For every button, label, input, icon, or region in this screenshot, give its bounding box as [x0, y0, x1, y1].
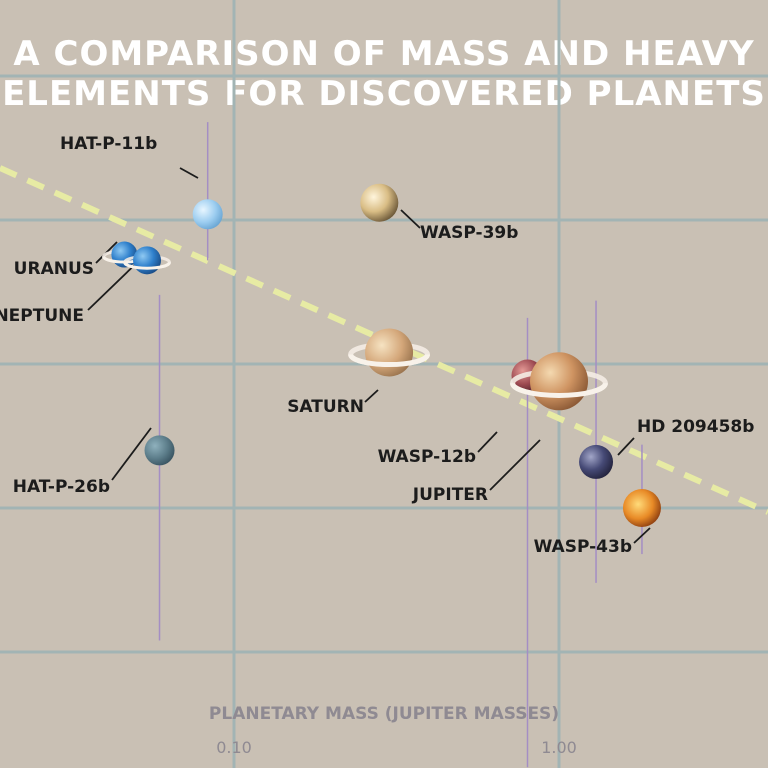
title-line-2: ELEMENTS FOR DISCOVERED PLANETS [2, 74, 766, 114]
planet-label-wasp-43b: WASP-43b [534, 537, 632, 557]
leader-line-hat-p-11b [179, 167, 199, 179]
planet-saturn-icon [348, 328, 430, 377]
label-leaders [87, 167, 651, 544]
leader-line-wasp-12b [477, 431, 498, 453]
leader-line-wasp-39b [400, 209, 421, 229]
planet-body [192, 199, 223, 230]
planet-body [360, 183, 399, 222]
planet-body [144, 435, 175, 466]
planet-body [530, 352, 588, 411]
leader-line-saturn [364, 389, 379, 403]
planet-body [365, 328, 414, 377]
x-tick-label: 1.00 [541, 738, 577, 757]
planet-label-neptune: NEPTUNE [0, 306, 84, 326]
planet-ring-front [510, 382, 608, 398]
planet-label-uranus: URANUS [14, 259, 94, 279]
planet-body [133, 246, 162, 275]
planet-label-wasp-12b: WASP-12b [378, 447, 476, 467]
planet-jupiter-icon [510, 352, 608, 411]
x-axis-label: PLANETARY MASS (JUPITER MASSES) [208, 704, 560, 724]
planet-hat-p-26b-icon [144, 435, 175, 466]
planet-label-jupiter: JUPITER [412, 485, 488, 505]
planet-label-hd-209458b: HD 209458b [637, 417, 754, 437]
title-line-1: A COMPARISON OF MASS AND HEAVY [13, 34, 755, 74]
planet-wasp-39b-icon [360, 183, 399, 222]
planet-labels: HAT-P-11b WASP-39b URANUS NEPTUNE HAT-P-26b S… [0, 134, 754, 557]
planet-label-wasp-39b: WASP-39b [420, 223, 518, 243]
planet-label-hat-p-26b: HAT-P-26b [13, 477, 110, 497]
leader-line-jupiter [489, 439, 541, 491]
planet-body [622, 489, 661, 527]
planet-label-saturn: SATURN [287, 397, 364, 417]
planet-hat-p-11b-icon [192, 199, 223, 230]
planet-ring-front [123, 261, 171, 270]
leader-line-wasp-43b [633, 527, 651, 544]
planet-neptune-icon [123, 246, 171, 275]
leader-line-hd-209458b [617, 437, 635, 456]
planet-markers [102, 183, 661, 527]
planet-ring-front [348, 353, 430, 368]
planet-label-hat-p-11b: HAT-P-11b [60, 134, 157, 154]
planet-hd-209458b-icon [579, 444, 614, 479]
planet-body [579, 444, 614, 479]
planet-wasp-43b-icon [622, 489, 661, 527]
leader-line-hat-p-26b [111, 427, 152, 481]
x-tick-label: 0.10 [216, 738, 252, 757]
